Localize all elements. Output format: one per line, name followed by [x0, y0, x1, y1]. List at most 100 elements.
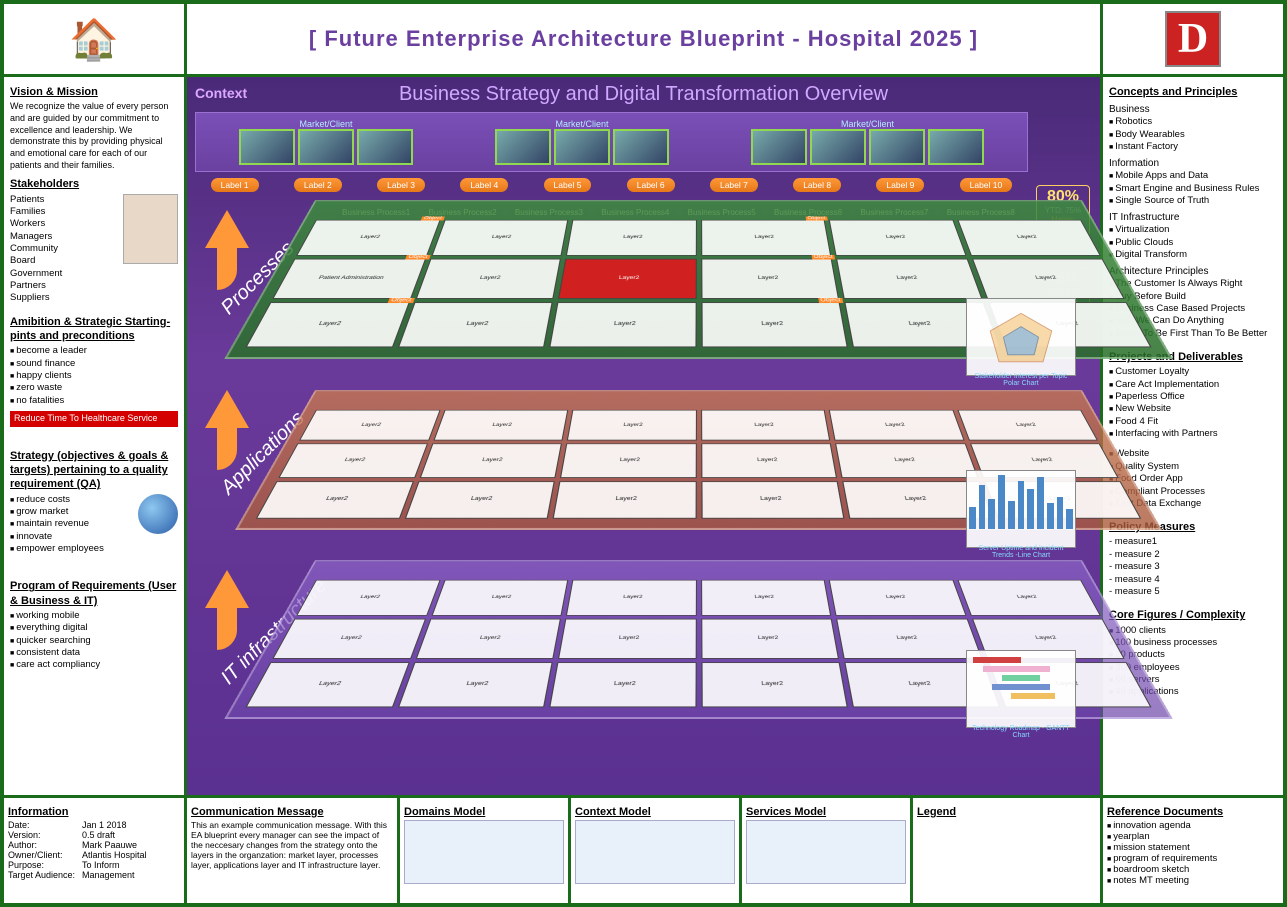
bar-chart: Server Uptime and Incident Trends -Line … [966, 470, 1076, 548]
layer-node: Layer2 [397, 302, 552, 347]
comm-cell: Communication Message This an example co… [187, 798, 397, 903]
list-item: boardroom sketch [1107, 864, 1279, 875]
list-item: - measure 5 [1109, 586, 1277, 598]
layer-node: Layer2 [829, 410, 964, 441]
layer-node: Layer2 [957, 220, 1101, 256]
footer-middle: Communication Message This an example co… [187, 798, 1100, 903]
req-list: working mobileeverything digitalquicker … [10, 610, 178, 672]
info-cell: Information Date:Jan 1 2018Version:0.5 d… [4, 798, 184, 903]
layer-node: Layer2 [957, 410, 1098, 441]
red-bar: Reduce Time To Healthcare Service [10, 411, 178, 427]
label-pill[interactable]: Label 7 [710, 178, 758, 192]
polar-chart: Stakeholder Interest per Topic Polar Cha… [966, 298, 1076, 376]
ambition-title: Amibition & Strategic Starting-pints and… [10, 315, 178, 344]
market-row: Market/Client Market/Client Market/Clien… [195, 112, 1028, 172]
arrow-icon [205, 390, 249, 428]
list-item: no fatalities [10, 395, 178, 407]
layer-node: Layer2 [701, 481, 845, 519]
context-cell: Context Model [571, 798, 739, 903]
layer-node: Layer2 [415, 259, 561, 299]
layer-node: Patient AdministrationObject [272, 259, 425, 299]
list-item: everything digital [10, 622, 178, 634]
arrow-icon [205, 210, 249, 248]
list-item: sound finance [10, 358, 178, 370]
list-item: zero waste [10, 382, 178, 394]
label-pill[interactable]: Label 3 [377, 178, 425, 192]
layer-node: Layer2 [549, 302, 696, 347]
label-pill[interactable]: Label 5 [544, 178, 592, 192]
policy-list: - measure1- measure 2- measure 3- measur… [1109, 536, 1277, 598]
legend-cell: Legend [913, 798, 1100, 903]
list-item: Paperless Office [1109, 391, 1277, 403]
strategy-heading: Business Strategy and Digital Transforma… [195, 83, 1092, 106]
layer-node: Layer2 [245, 662, 409, 707]
layer-node: Layer2Object [701, 220, 832, 256]
list-item: yearplan [1107, 831, 1279, 842]
layer-node: Layer2 [701, 619, 839, 659]
label-pill[interactable]: Label 8 [793, 178, 841, 192]
header-right: D [1103, 4, 1283, 74]
label-pill[interactable]: Label 6 [627, 178, 675, 192]
layer-node: Layer2 [957, 580, 1101, 616]
gantt-chart: Technology Roadmap - GANTT Chart [966, 650, 1076, 728]
globe-icon [138, 494, 178, 534]
layer-node: Layer2 [701, 410, 831, 441]
label-pill[interactable]: Label 10 [960, 178, 1013, 192]
layer-node: Layer2Object [701, 259, 839, 299]
req-title: Program of Requirements (User & Business… [10, 579, 178, 608]
list-item: 1000 clients [1109, 625, 1277, 637]
layer-node: Layer2 [256, 481, 414, 519]
stakeholders-title: Stakeholders [10, 177, 178, 191]
list-item: become a leader [10, 345, 178, 357]
list-item: care act compliancy [10, 659, 178, 671]
left-column: Vision & Mission We recognize the value … [4, 77, 184, 795]
list-item: Care Act Implementation [1109, 379, 1277, 391]
ambition-list: become a leadersound financehappy client… [10, 345, 178, 407]
list-item: 100 business processes [1109, 637, 1277, 649]
list-item: program of requirements [1107, 853, 1279, 864]
layer-node: Layer2 [278, 444, 427, 478]
layer-node: Layer2 [835, 444, 978, 478]
core-title: Core Figures / Complexity [1109, 608, 1277, 622]
label-pill[interactable]: Label 2 [294, 178, 342, 192]
layer-node: Layer2 [397, 662, 552, 707]
layer-node: Layer2 [415, 619, 561, 659]
layer-node: Layer2 [433, 410, 568, 441]
layer-node: Layer2 [431, 220, 568, 256]
layer-node: Layer2 [558, 619, 696, 659]
layer-node: Layer2Object [296, 220, 440, 256]
list-item: working mobile [10, 610, 178, 622]
vision-text: We recognize the value of every person a… [10, 101, 178, 171]
center-diagram: Context Business Strategy and Digital Tr… [187, 77, 1100, 795]
list-item: consistent data [10, 647, 178, 659]
list-item: New Website [1109, 403, 1277, 415]
label-pill[interactable]: Label 4 [460, 178, 508, 192]
layer-node: Layer2 [553, 481, 697, 519]
stakeholder-image [123, 194, 178, 264]
layer-node: Layer2 [404, 481, 555, 519]
strategy-title: Strategy (objectives & goals & targets) … [10, 449, 178, 492]
labels-row: Label 1 Label 2 Label 3 Label 4 Label 5 Label… [195, 178, 1028, 192]
list-item: - measure1 [1109, 536, 1277, 548]
list-item: Website [1109, 448, 1277, 460]
list-item: - measure 4 [1109, 574, 1277, 586]
label-pill[interactable]: Label 9 [876, 178, 924, 192]
layer-node: Layer2 [296, 580, 440, 616]
home-icon[interactable]: 🏠 [69, 16, 119, 63]
layers: Processes Applications IT infrastructure… [195, 200, 1092, 755]
layer-node: Layer2 [836, 259, 982, 299]
list-item: mission statement [1107, 842, 1279, 853]
list-item: Government [10, 268, 178, 280]
list-item: empower employees [10, 543, 178, 555]
list-item: Suppliers [10, 292, 178, 304]
label-pill[interactable]: Label 1 [211, 178, 259, 192]
layer-node: Layer2 [701, 580, 832, 616]
layer-node: Layer2 [971, 259, 1124, 299]
concepts-title: Concepts and Principles [1109, 85, 1277, 99]
ref-cell: Reference Documents innovation agendayea… [1103, 798, 1283, 903]
services-cell: Services Model [742, 798, 910, 903]
layer-node: Layer2 [829, 580, 966, 616]
list-item: Interfacing with Partners [1109, 428, 1277, 440]
layer-node: Layer2 [829, 220, 966, 256]
arrow-icon [205, 570, 249, 608]
